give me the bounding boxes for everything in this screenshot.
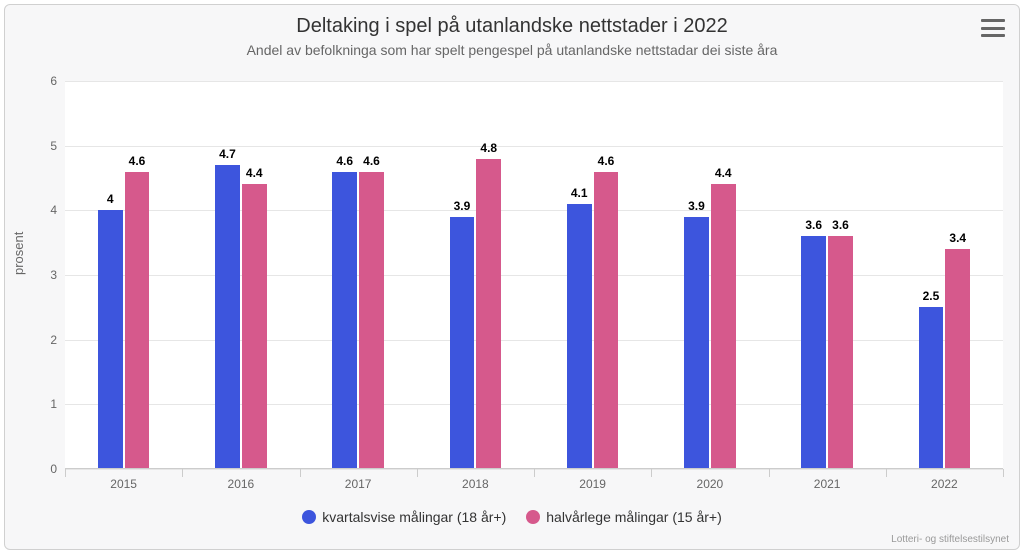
bar-value-label: 4.4 xyxy=(246,166,263,180)
x-tick xyxy=(651,469,652,477)
bar-value-label: 4.4 xyxy=(715,166,732,180)
bar[interactable]: 4.6 xyxy=(125,172,150,468)
gridline xyxy=(65,210,1003,211)
bar[interactable]: 2.5 xyxy=(919,307,944,468)
gridline xyxy=(65,146,1003,147)
bar[interactable]: 4.7 xyxy=(215,165,240,468)
bar[interactable]: 3.6 xyxy=(801,236,826,468)
bar[interactable]: 3.9 xyxy=(450,217,475,468)
legend-swatch xyxy=(526,510,540,524)
bar-value-label: 2.5 xyxy=(923,289,940,303)
bar-value-label: 3.6 xyxy=(832,218,849,232)
y-tick-label: 5 xyxy=(50,139,57,153)
chart-title: Deltaking i spel på utanlandske nettstad… xyxy=(5,5,1019,38)
bar-value-label: 4.6 xyxy=(598,154,615,168)
y-tick-label: 3 xyxy=(50,268,57,282)
bar-value-label: 4.6 xyxy=(363,154,380,168)
x-tick xyxy=(534,469,535,477)
gridline xyxy=(65,275,1003,276)
gridline xyxy=(65,340,1003,341)
chart-subtitle: Andel av befolkninga som har spelt penge… xyxy=(5,38,1019,58)
bar-value-label: 4.1 xyxy=(571,186,588,200)
chart-credits: Lotteri- og stiftelsestilsynet xyxy=(891,534,1009,545)
y-tick-label: 4 xyxy=(50,203,57,217)
bar-value-label: 4.8 xyxy=(480,141,497,155)
legend-label: kvartalsvise målingar (18 år+) xyxy=(322,509,506,525)
legend-item[interactable]: halvårlege målingar (15 år+) xyxy=(526,509,721,525)
legend-label: halvårlege målingar (15 år+) xyxy=(546,509,721,525)
x-tick-label: 2021 xyxy=(814,477,841,491)
bar-value-label: 3.4 xyxy=(949,231,966,245)
x-tick-label: 2015 xyxy=(110,477,137,491)
x-tick-label: 2018 xyxy=(462,477,489,491)
bar-value-label: 4.6 xyxy=(336,154,353,168)
bar-value-label: 4.7 xyxy=(219,147,236,161)
bar-value-label: 3.9 xyxy=(688,199,705,213)
x-tick xyxy=(886,469,887,477)
x-tick-label: 2017 xyxy=(345,477,372,491)
x-tick-label: 2019 xyxy=(579,477,606,491)
legend: kvartalsvise målingar (18 år+) halvårlege… xyxy=(5,509,1019,527)
y-tick-label: 1 xyxy=(50,397,57,411)
plot-area: 0123456201544.620164.74.420174.64.620183… xyxy=(65,81,1003,469)
bar-value-label: 3.9 xyxy=(454,199,471,213)
x-tick-label: 2020 xyxy=(697,477,724,491)
x-tick xyxy=(417,469,418,477)
gridline xyxy=(65,404,1003,405)
bar[interactable]: 4.6 xyxy=(359,172,384,468)
legend-item[interactable]: kvartalsvise målingar (18 år+) xyxy=(302,509,506,525)
x-tick xyxy=(769,469,770,477)
x-tick xyxy=(300,469,301,477)
bar[interactable]: 4.8 xyxy=(476,159,501,468)
x-tick-label: 2016 xyxy=(228,477,255,491)
bar-value-label: 3.6 xyxy=(805,218,822,232)
y-tick-label: 6 xyxy=(50,74,57,88)
x-tick xyxy=(1003,469,1004,477)
bar-value-label: 4.6 xyxy=(129,154,146,168)
bar[interactable]: 4.4 xyxy=(242,184,267,468)
bar-value-label: 4 xyxy=(107,192,114,206)
y-tick-label: 0 xyxy=(50,462,57,476)
bar[interactable]: 4.4 xyxy=(711,184,736,468)
bar[interactable]: 3.9 xyxy=(684,217,709,468)
y-axis-title: prosent xyxy=(11,232,26,275)
y-tick-label: 2 xyxy=(50,333,57,347)
x-tick xyxy=(65,469,66,477)
bar[interactable]: 4 xyxy=(98,210,123,468)
bar[interactable]: 4.6 xyxy=(594,172,619,468)
legend-swatch xyxy=(302,510,316,524)
x-tick xyxy=(182,469,183,477)
bar[interactable]: 3.6 xyxy=(828,236,853,468)
bar[interactable]: 4.6 xyxy=(332,172,357,468)
bar[interactable]: 4.1 xyxy=(567,204,592,468)
x-tick-label: 2022 xyxy=(931,477,958,491)
menu-icon[interactable] xyxy=(981,17,1005,39)
chart-container: Deltaking i spel på utanlandske nettstad… xyxy=(4,4,1020,550)
gridline xyxy=(65,81,1003,82)
bar[interactable]: 3.4 xyxy=(945,249,970,468)
